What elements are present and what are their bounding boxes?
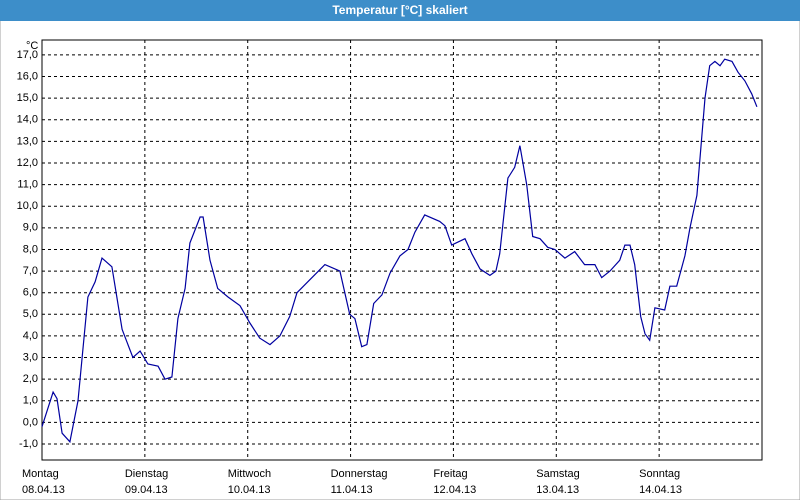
x-tick-date: 12.04.13	[433, 484, 476, 496]
x-tick-label: Mittwoch	[228, 468, 271, 480]
x-tick-date: 13.04.13	[536, 484, 579, 496]
y-tick-label: 13,0	[17, 135, 38, 147]
x-tick-label: Donnerstag	[331, 468, 388, 480]
y-tick-label: 16,0	[17, 70, 38, 82]
y-tick-label: 7,0	[23, 265, 38, 277]
y-tick-label: 6,0	[23, 287, 38, 299]
title-bar	[0, 0, 800, 21]
y-tick-label: 14,0	[17, 114, 38, 126]
y-tick-label: 1,0	[23, 395, 38, 407]
x-tick-label: Montag	[22, 468, 59, 480]
x-tick-date: 10.04.13	[228, 484, 271, 496]
y-tick-label: 15,0	[17, 92, 38, 104]
x-tick-date: 14.04.13	[639, 484, 682, 496]
x-tick-label: Freitag	[433, 468, 467, 480]
x-tick-date: 11.04.13	[331, 484, 373, 496]
y-tick-label: 17,0	[17, 49, 38, 61]
y-tick-label: 4,0	[23, 330, 38, 342]
y-tick-label: 12,0	[17, 157, 38, 169]
y-tick-label: 10,0	[17, 200, 38, 212]
y-tick-label: 11,0	[17, 179, 38, 191]
plot-frame	[41, 39, 763, 461]
chart-title: Temperatur [°C] skaliert	[332, 3, 467, 17]
y-tick-label: 2,0	[23, 373, 38, 385]
y-tick-label: 5,0	[23, 308, 38, 320]
y-tick-label: -1,0	[19, 438, 38, 450]
y-tick-label: 9,0	[23, 222, 38, 234]
temperature-line	[41, 58, 758, 444]
y-tick-label: 3,0	[23, 351, 38, 363]
x-tick-date: 09.04.13	[125, 484, 168, 496]
y-tick-label: 0,0	[23, 416, 38, 428]
x-tick-label: Samstag	[536, 468, 579, 480]
x-tick-label: Dienstag	[125, 468, 168, 480]
x-tick-label: Sonntag	[639, 468, 680, 480]
x-tick-date: 08.04.13	[22, 484, 65, 496]
y-axis-label: °C	[26, 40, 38, 52]
y-tick-label: 8,0	[23, 243, 38, 255]
